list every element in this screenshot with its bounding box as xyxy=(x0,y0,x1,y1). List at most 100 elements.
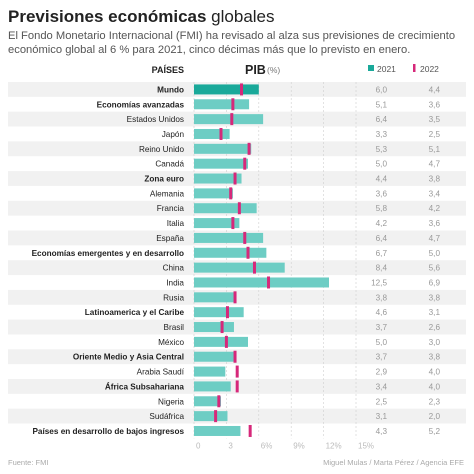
marker-2022 xyxy=(233,172,237,185)
page-subtitle: El Fondo Monetario Internacional (FMI) h… xyxy=(8,30,456,56)
marker-2022 xyxy=(231,217,235,230)
marker-2022 xyxy=(235,365,239,378)
bar-2021 xyxy=(194,425,241,436)
x-tick-label: 0 xyxy=(196,441,201,450)
category-label: China xyxy=(163,264,185,273)
bar-2021 xyxy=(194,99,250,110)
category-label: Economías emergentes y en desarrollo xyxy=(32,249,184,258)
bar-2021 xyxy=(194,188,233,199)
marker-2022 xyxy=(252,261,256,274)
value-label-2022: 5,6 xyxy=(429,264,441,273)
bar-2021 xyxy=(194,128,230,139)
value-label-2021: 5,3 xyxy=(376,145,388,154)
value-label-2021: 2,9 xyxy=(376,368,388,377)
category-label: Países en desarrollo de bajos ingresos xyxy=(32,427,184,436)
category-label: Arabia Saudí xyxy=(137,368,185,377)
value-label-2022: 3,8 xyxy=(429,353,441,362)
marker-2022 xyxy=(219,127,223,140)
bar-2021 xyxy=(194,366,226,377)
marker-2022 xyxy=(233,291,237,304)
value-label-2021: 6,7 xyxy=(376,249,388,258)
bar-2021 xyxy=(194,307,244,318)
page-title: Previsiones económicas globales xyxy=(8,7,275,27)
value-label-2022: 4,2 xyxy=(429,204,441,213)
value-label-2022: 2,5 xyxy=(429,130,441,139)
value-label-2022: 4,7 xyxy=(429,234,441,243)
value-label-2021: 4,6 xyxy=(376,308,388,317)
marker-2022 xyxy=(214,410,218,423)
value-label-2022: 5,1 xyxy=(429,145,441,154)
value-label-2022: 5,2 xyxy=(429,427,441,436)
category-label: Canadá xyxy=(155,160,184,169)
category-label: Latinoamerica y el Caribe xyxy=(85,308,185,317)
value-label-2022: 6,9 xyxy=(429,278,441,287)
category-label: India xyxy=(166,278,184,287)
value-label-2021: 8,4 xyxy=(376,264,388,273)
bar-2021 xyxy=(194,381,231,392)
marker-2022 xyxy=(237,202,241,215)
marker-2022 xyxy=(231,98,235,111)
row-stripe xyxy=(8,349,466,365)
bar-2021 xyxy=(194,173,242,184)
bar-2021 xyxy=(194,262,285,273)
x-tick-label: 12% xyxy=(326,441,342,450)
column-header: PAÍSES xyxy=(152,65,184,75)
row-stripe xyxy=(8,408,466,424)
value-label-2021: 6,4 xyxy=(376,234,388,243)
marker-2022 xyxy=(246,246,250,259)
category-label: Nigeria xyxy=(158,397,184,406)
x-tick-label: 9% xyxy=(293,441,305,450)
category-label: África Subsahariana xyxy=(105,381,185,391)
bar-2021 xyxy=(194,232,264,243)
x-axis-label: PIB xyxy=(245,63,266,77)
value-label-2022: 2,6 xyxy=(429,323,441,332)
source-note: Fuente: FMI xyxy=(8,458,49,467)
value-label-2022: 4,4 xyxy=(429,85,441,94)
x-axis-unit: (%) xyxy=(267,65,280,75)
bar-2021 xyxy=(194,143,252,154)
legend-swatch-2021 xyxy=(368,65,374,71)
bar-2021 xyxy=(194,84,259,95)
category-label: Reino Unido xyxy=(139,145,185,154)
category-label: México xyxy=(158,338,184,347)
value-label-2022: 4,7 xyxy=(429,160,441,169)
marker-2022 xyxy=(217,395,221,408)
marker-2022 xyxy=(225,306,229,319)
category-label: Japón xyxy=(162,130,185,139)
category-label: Oriente Medio y Asia Central xyxy=(73,353,184,362)
x-tick-label: 6% xyxy=(261,441,273,450)
category-label: Alemania xyxy=(150,189,185,198)
category-label: Zona euro xyxy=(144,175,184,184)
value-label-2022: 3,5 xyxy=(429,115,441,124)
value-label-2022: 3,1 xyxy=(429,308,441,317)
category-label: Economías avanzadas xyxy=(97,100,185,109)
value-label-2021: 3,6 xyxy=(376,189,388,198)
marker-2022 xyxy=(267,276,271,289)
marker-2022 xyxy=(235,380,239,393)
marker-2022 xyxy=(240,83,244,96)
marker-2022 xyxy=(224,335,228,348)
title-bold: Previsiones económicas xyxy=(8,7,207,26)
value-label-2021: 6,0 xyxy=(376,85,388,94)
value-label-2021: 3,7 xyxy=(376,353,388,362)
value-label-2021: 4,3 xyxy=(376,427,388,436)
category-label: Estados Unidos xyxy=(127,115,184,124)
bar-2021 xyxy=(194,203,257,214)
value-label-2022: 2,0 xyxy=(429,412,441,421)
value-label-2021: 2,5 xyxy=(376,397,388,406)
category-label: Mundo xyxy=(157,85,184,94)
value-label-2021: 12,5 xyxy=(371,278,387,287)
marker-2022 xyxy=(220,321,224,334)
bar-2021 xyxy=(194,351,234,362)
category-label: España xyxy=(156,234,184,243)
value-label-2022: 2,3 xyxy=(429,397,441,406)
value-label-2021: 3,7 xyxy=(376,323,388,332)
category-label: Francia xyxy=(157,204,185,213)
bar-2021 xyxy=(194,336,248,347)
bar-2021 xyxy=(194,322,234,333)
value-label-2022: 3,6 xyxy=(429,100,441,109)
value-label-2022: 4,0 xyxy=(429,368,441,377)
value-label-2022: 4,0 xyxy=(429,382,441,391)
value-label-2021: 3,8 xyxy=(376,293,388,302)
